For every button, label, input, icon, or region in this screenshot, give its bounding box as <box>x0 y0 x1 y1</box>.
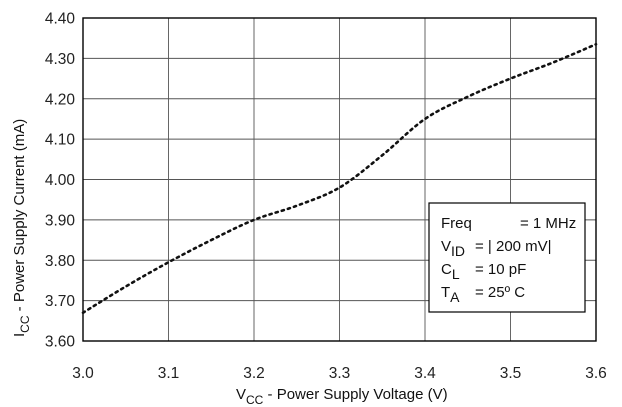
y-tick-label: 4.20 <box>45 91 76 108</box>
y-tick-label: 4.40 <box>45 11 76 28</box>
y-axis-title: ICC - Power Supply Current (mA) <box>11 119 32 337</box>
plot-frame <box>82 17 597 342</box>
legend-box <box>428 202 586 313</box>
legend-entry: TA <box>441 284 460 305</box>
x-tick-label: 3.2 <box>243 365 265 382</box>
y-tick-label: 3.80 <box>45 253 76 270</box>
y-tick-labels: 3.60 3.70 3.80 3.90 4.00 4.10 4.20 4.30 4.40 <box>45 11 76 351</box>
legend-entry: Freq <box>441 215 472 232</box>
x-tick-label: 3.4 <box>414 365 436 382</box>
legend-entry: VID <box>441 238 465 259</box>
x-axis-title: VCC - Power Supply Voltage (V) <box>236 386 448 407</box>
grid <box>83 18 596 341</box>
y-tick-label: 3.90 <box>45 212 76 229</box>
legend: Freq = 1 MHz VID = | 200 mV| CL = 10 pF TA = 25… <box>428 202 586 313</box>
x-tick-label: 3.5 <box>500 365 522 382</box>
legend-value: = | 200 mV| <box>475 238 552 255</box>
y-tick-label: 3.70 <box>45 293 76 310</box>
x-tick-label: 3.0 <box>72 365 94 382</box>
y-tick-label: 4.30 <box>45 51 76 68</box>
legend-value: = 10 pF <box>475 261 526 278</box>
series-line <box>81 42 598 315</box>
y-tick-label: 4.10 <box>45 132 76 149</box>
x-tick-label: 3.6 <box>585 365 607 382</box>
y-tick-label: 4.00 <box>45 172 76 189</box>
x-tick-label: 3.1 <box>158 365 180 382</box>
legend-value: = 25º C <box>475 284 525 301</box>
legend-entry: CL <box>441 261 460 282</box>
legend-value: = 1 MHz <box>520 215 576 232</box>
y-tick-label: 3.60 <box>45 334 76 351</box>
x-tick-label: 3.3 <box>329 365 351 382</box>
x-tick-labels: 3.0 3.1 3.2 3.3 3.4 3.5 3.6 <box>72 365 607 382</box>
